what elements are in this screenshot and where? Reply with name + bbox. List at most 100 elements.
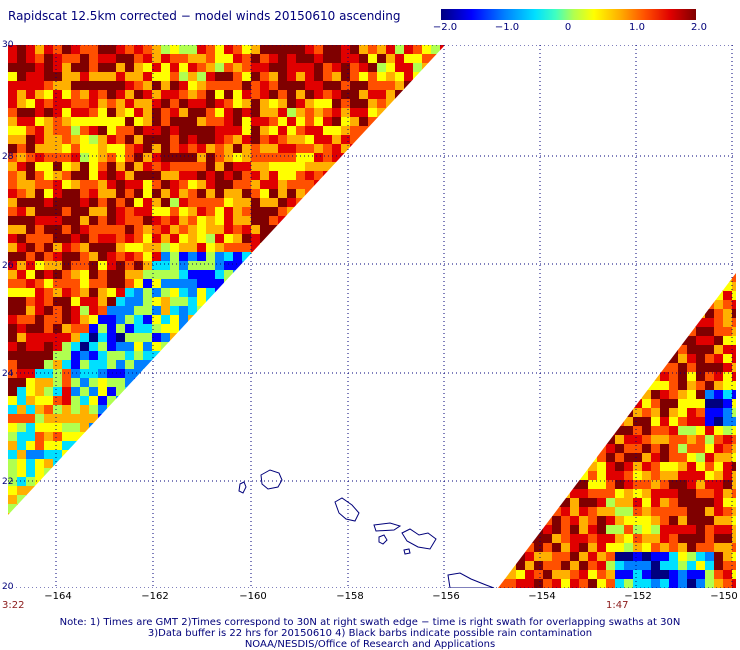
wind-diff-cell (44, 45, 53, 54)
wind-diff-cell (588, 408, 597, 417)
wind-diff-cell (296, 180, 305, 189)
wind-diff-cell (233, 414, 242, 423)
wind-diff-cell (534, 435, 543, 444)
wind-diff-cell (368, 216, 377, 225)
wind-diff-cell (161, 117, 170, 126)
wind-diff-cell (422, 216, 431, 225)
wind-diff-cell (705, 444, 714, 453)
wind-diff-cell (314, 135, 323, 144)
wind-diff-cell (395, 324, 404, 333)
wind-diff-cell (53, 387, 62, 396)
wind-diff-cell (732, 435, 736, 444)
wind-diff-cell (561, 291, 570, 300)
wind-diff-cell (224, 441, 233, 450)
wind-diff-cell (705, 579, 714, 588)
wind-diff-cell (687, 561, 696, 570)
wind-diff-cell (71, 414, 80, 423)
wind-diff-cell (341, 486, 350, 495)
wind-diff-cell (170, 189, 179, 198)
wind-diff-cell (543, 381, 552, 390)
wind-diff-cell (597, 273, 606, 282)
wind-diff-cell (179, 351, 188, 360)
wind-diff-cell (269, 81, 278, 90)
wind-diff-cell (152, 225, 161, 234)
wind-diff-cell (395, 387, 404, 396)
wind-diff-cell (498, 408, 507, 417)
wind-diff-cell (579, 291, 588, 300)
wind-diff-cell (287, 81, 296, 90)
wind-diff-cell (107, 63, 116, 72)
wind-diff-cell (341, 162, 350, 171)
wind-diff-cell (278, 378, 287, 387)
wind-diff-cell (314, 288, 323, 297)
wind-diff-cell (498, 327, 507, 336)
wind-diff-cell (215, 468, 224, 477)
wind-diff-cell (624, 543, 633, 552)
wind-diff-cell (296, 378, 305, 387)
wind-diff-cell (534, 273, 543, 282)
wind-diff-cell (359, 315, 368, 324)
wind-diff-cell (53, 288, 62, 297)
wind-diff-cell (71, 423, 80, 432)
wind-diff-cell (71, 513, 80, 515)
wind-diff-cell (386, 414, 395, 423)
wind-diff-cell (224, 288, 233, 297)
wind-diff-cell (215, 351, 224, 360)
wind-diff-cell (386, 198, 395, 207)
hawaii-big-island-outline (447, 572, 495, 588)
wind-diff-cell (516, 579, 525, 588)
wind-diff-cell (606, 489, 615, 498)
wind-diff-cell (35, 513, 44, 515)
wind-diff-cell (696, 552, 705, 561)
wind-diff-cell (215, 432, 224, 441)
wind-diff-cell (705, 363, 714, 372)
wind-diff-cell (80, 99, 89, 108)
wind-diff-cell (233, 405, 242, 414)
wind-diff-cell (678, 417, 687, 426)
wind-diff-cell (170, 117, 179, 126)
wind-diff-cell (62, 90, 71, 99)
wind-diff-cell (125, 324, 134, 333)
wind-diff-cell (278, 270, 287, 279)
wind-diff-cell (314, 225, 323, 234)
wind-diff-cell (134, 324, 143, 333)
wind-diff-cell (305, 261, 314, 270)
wind-diff-cell (152, 108, 161, 117)
wind-diff-cell (615, 363, 624, 372)
wind-diff-cell (134, 81, 143, 90)
wind-diff-cell (395, 495, 404, 504)
wind-diff-cell (525, 381, 534, 390)
oahu-outline (334, 497, 360, 522)
wind-diff-cell (714, 453, 723, 462)
wind-diff-cell (660, 336, 669, 345)
wind-diff-cell (287, 180, 296, 189)
wind-diff-cell (224, 171, 233, 180)
wind-diff-cell (651, 453, 660, 462)
wind-diff-cell (197, 504, 206, 513)
wind-diff-cell (161, 513, 170, 515)
wind-diff-cell (669, 291, 678, 300)
wind-diff-cell (678, 489, 687, 498)
wind-diff-cell (341, 441, 350, 450)
colorbar (441, 9, 696, 20)
lat-label: 22 (2, 477, 14, 487)
wind-diff-cell (498, 417, 507, 426)
wind-diff-cell (125, 261, 134, 270)
wind-diff-cell (588, 453, 597, 462)
wind-diff-cell (161, 342, 170, 351)
wind-diff-cell (26, 486, 35, 495)
wind-diff-cell (579, 561, 588, 570)
wind-diff-cell (723, 453, 732, 462)
wind-diff-cell (615, 273, 624, 282)
wind-diff-cell (179, 54, 188, 63)
wind-diff-cell (143, 54, 152, 63)
wind-diff-cell (62, 207, 71, 216)
wind-diff-cell (498, 300, 507, 309)
wind-diff-cell (431, 360, 440, 369)
wind-diff-cell (188, 99, 197, 108)
wind-diff-cell (669, 489, 678, 498)
wind-diff-cell (116, 396, 125, 405)
wind-diff-cell (332, 90, 341, 99)
wind-diff-cell (323, 63, 332, 72)
wind-diff-cell (413, 225, 422, 234)
